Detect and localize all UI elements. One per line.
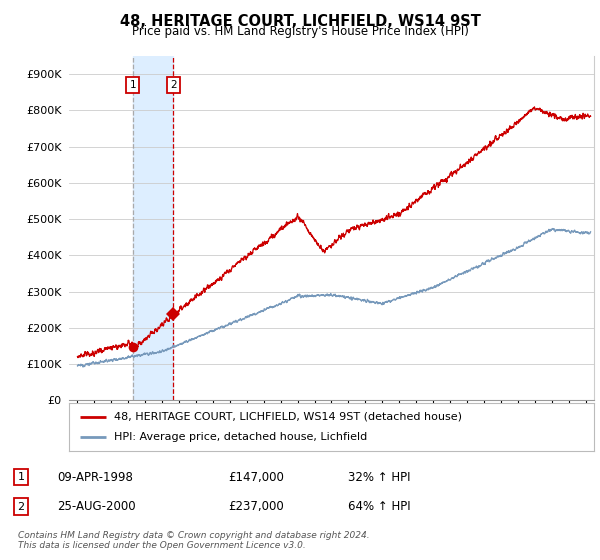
Text: 09-APR-1998: 09-APR-1998 — [57, 470, 133, 484]
Text: 1: 1 — [130, 80, 136, 90]
Text: 25-AUG-2000: 25-AUG-2000 — [57, 500, 136, 514]
Text: HPI: Average price, detached house, Lichfield: HPI: Average price, detached house, Lich… — [113, 432, 367, 442]
Text: 2: 2 — [17, 502, 25, 512]
Text: Price paid vs. HM Land Registry's House Price Index (HPI): Price paid vs. HM Land Registry's House … — [131, 25, 469, 38]
Text: 64% ↑ HPI: 64% ↑ HPI — [348, 500, 410, 514]
Text: 32% ↑ HPI: 32% ↑ HPI — [348, 470, 410, 484]
Text: £237,000: £237,000 — [228, 500, 284, 514]
Text: 48, HERITAGE COURT, LICHFIELD, WS14 9ST: 48, HERITAGE COURT, LICHFIELD, WS14 9ST — [119, 14, 481, 29]
Bar — [133, 56, 173, 400]
Text: 48, HERITAGE COURT, LICHFIELD, WS14 9ST (detached house): 48, HERITAGE COURT, LICHFIELD, WS14 9ST … — [113, 412, 461, 422]
Text: Contains HM Land Registry data © Crown copyright and database right 2024.
This d: Contains HM Land Registry data © Crown c… — [18, 530, 370, 550]
Text: 2: 2 — [170, 80, 176, 90]
Text: 1: 1 — [17, 472, 25, 482]
Text: £147,000: £147,000 — [228, 470, 284, 484]
